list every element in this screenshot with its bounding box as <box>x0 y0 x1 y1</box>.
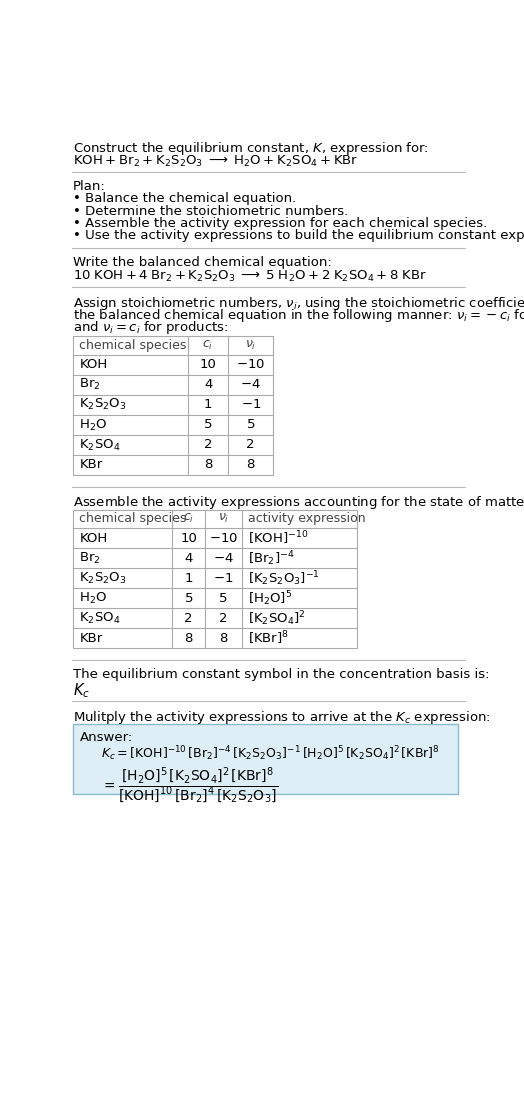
Text: $\nu_i$: $\nu_i$ <box>245 339 256 352</box>
Text: 2: 2 <box>220 612 228 624</box>
Text: $c_i$: $c_i$ <box>183 513 194 525</box>
Text: Assign stoichiometric numbers, $\nu_i$, using the stoichiometric coefficients, $: Assign stoichiometric numbers, $\nu_i$, … <box>73 295 524 312</box>
Text: Write the balanced chemical equation:: Write the balanced chemical equation: <box>73 256 332 268</box>
Text: $-1$: $-1$ <box>241 398 261 411</box>
Text: 4: 4 <box>184 552 193 565</box>
Text: $[\mathrm{H_2O}]^5$: $[\mathrm{H_2O}]^5$ <box>248 589 292 608</box>
Text: 2: 2 <box>246 439 255 451</box>
Text: activity expression: activity expression <box>248 513 366 525</box>
Text: $K_c$: $K_c$ <box>73 682 90 700</box>
Text: 5: 5 <box>246 418 255 431</box>
Text: $\mathrm{K_2SO_4}$: $\mathrm{K_2SO_4}$ <box>80 611 121 625</box>
Text: $\mathrm{H_2O}$: $\mathrm{H_2O}$ <box>80 417 107 432</box>
Bar <box>73 510 357 649</box>
Text: $\mathrm{K_2SO_4}$: $\mathrm{K_2SO_4}$ <box>80 438 121 452</box>
Text: $[\mathrm{Br_2}]^{-4}$: $[\mathrm{Br_2}]^{-4}$ <box>248 549 295 568</box>
Text: • Determine the stoichiometric numbers.: • Determine the stoichiometric numbers. <box>73 205 348 217</box>
Text: 8: 8 <box>184 632 193 645</box>
Text: 2: 2 <box>184 612 193 624</box>
Text: $\mathrm{H_2O}$: $\mathrm{H_2O}$ <box>80 591 107 606</box>
Text: KOH: KOH <box>80 532 108 545</box>
Text: $\mathrm{10\;KOH + 4\;Br_2 + K_2S_2O_3 \;\longrightarrow\; 5\;H_2O + 2\;K_2SO_4 : $\mathrm{10\;KOH + 4\;Br_2 + K_2S_2O_3 \… <box>73 269 427 283</box>
Text: KBr: KBr <box>80 459 103 471</box>
Text: 1: 1 <box>204 398 212 411</box>
Text: $\mathrm{Br_2}$: $\mathrm{Br_2}$ <box>80 377 101 393</box>
Text: $[\mathrm{K_2S_2O_3}]^{-1}$: $[\mathrm{K_2S_2O_3}]^{-1}$ <box>248 569 320 588</box>
Text: $-1$: $-1$ <box>213 571 234 585</box>
Text: Plan:: Plan: <box>73 180 106 193</box>
Text: • Use the activity expressions to build the equilibrium constant expression.: • Use the activity expressions to build … <box>73 229 524 243</box>
Text: chemical species: chemical species <box>80 339 187 352</box>
Text: 8: 8 <box>204 459 212 471</box>
Text: chemical species: chemical species <box>80 513 187 525</box>
Text: 5: 5 <box>220 591 228 604</box>
Text: Answer:: Answer: <box>80 730 133 743</box>
Text: $-10$: $-10$ <box>209 532 238 545</box>
Text: • Assemble the activity expression for each chemical species.: • Assemble the activity expression for e… <box>73 217 487 231</box>
Text: 5: 5 <box>184 591 193 604</box>
Text: and $\nu_i = c_i$ for products:: and $\nu_i = c_i$ for products: <box>73 320 229 336</box>
Text: $\mathrm{KOH + Br_2 + K_2S_2O_3 \;\longrightarrow\; H_2O + K_2SO_4 + KBr}$: $\mathrm{KOH + Br_2 + K_2S_2O_3 \;\longr… <box>73 154 358 169</box>
Text: KOH: KOH <box>80 358 108 372</box>
Text: $-4$: $-4$ <box>213 552 234 565</box>
Text: $-4$: $-4$ <box>241 378 261 392</box>
Text: Construct the equilibrium constant, $K$, expression for:: Construct the equilibrium constant, $K$,… <box>73 140 429 157</box>
Text: $\mathrm{K_2S_2O_3}$: $\mathrm{K_2S_2O_3}$ <box>80 570 127 586</box>
Text: Assemble the activity expressions accounting for the state of matter and $\nu_i$: Assemble the activity expressions accoun… <box>73 494 524 512</box>
Text: 2: 2 <box>204 439 212 451</box>
Text: 5: 5 <box>204 418 212 431</box>
Text: $= \dfrac{[\mathrm{H_2O}]^5\,[\mathrm{K_2SO_4}]^2\,[\mathrm{KBr}]^8}{[\mathrm{KO: $= \dfrac{[\mathrm{H_2O}]^5\,[\mathrm{K_… <box>101 767 278 806</box>
Text: 10: 10 <box>180 532 197 545</box>
Text: the balanced chemical equation in the following manner: $\nu_i = -c_i$ for react: the balanced chemical equation in the fo… <box>73 307 524 324</box>
Text: $[\mathrm{K_2SO_4}]^2$: $[\mathrm{K_2SO_4}]^2$ <box>248 609 306 628</box>
Text: 1: 1 <box>184 571 193 585</box>
Text: $\mathrm{Br_2}$: $\mathrm{Br_2}$ <box>80 550 101 566</box>
Text: KBr: KBr <box>80 632 103 645</box>
Bar <box>73 336 273 475</box>
Text: $[\mathrm{KBr}]^8$: $[\mathrm{KBr}]^8$ <box>248 630 289 647</box>
Text: $\nu_i$: $\nu_i$ <box>218 513 230 525</box>
Text: 8: 8 <box>246 459 255 471</box>
Text: • Balance the chemical equation.: • Balance the chemical equation. <box>73 192 297 205</box>
Text: 4: 4 <box>204 378 212 392</box>
Text: $c_i$: $c_i$ <box>202 339 214 352</box>
Text: The equilibrium constant symbol in the concentration basis is:: The equilibrium constant symbol in the c… <box>73 667 490 681</box>
Text: $K_c = [\mathrm{KOH}]^{-10}\,[\mathrm{Br_2}]^{-4}\,[\mathrm{K_2S_2O_3}]^{-1}\,[\: $K_c = [\mathrm{KOH}]^{-10}\,[\mathrm{Br… <box>101 745 440 763</box>
Text: $\mathrm{K_2S_2O_3}$: $\mathrm{K_2S_2O_3}$ <box>80 397 127 413</box>
Text: $[\mathrm{KOH}]^{-10}$: $[\mathrm{KOH}]^{-10}$ <box>248 529 309 547</box>
Text: $-10$: $-10$ <box>236 358 265 372</box>
Text: 8: 8 <box>220 632 228 645</box>
Text: 10: 10 <box>200 358 216 372</box>
Text: Mulitply the activity expressions to arrive at the $K_c$ expression:: Mulitply the activity expressions to arr… <box>73 709 491 726</box>
Bar <box>73 725 457 794</box>
